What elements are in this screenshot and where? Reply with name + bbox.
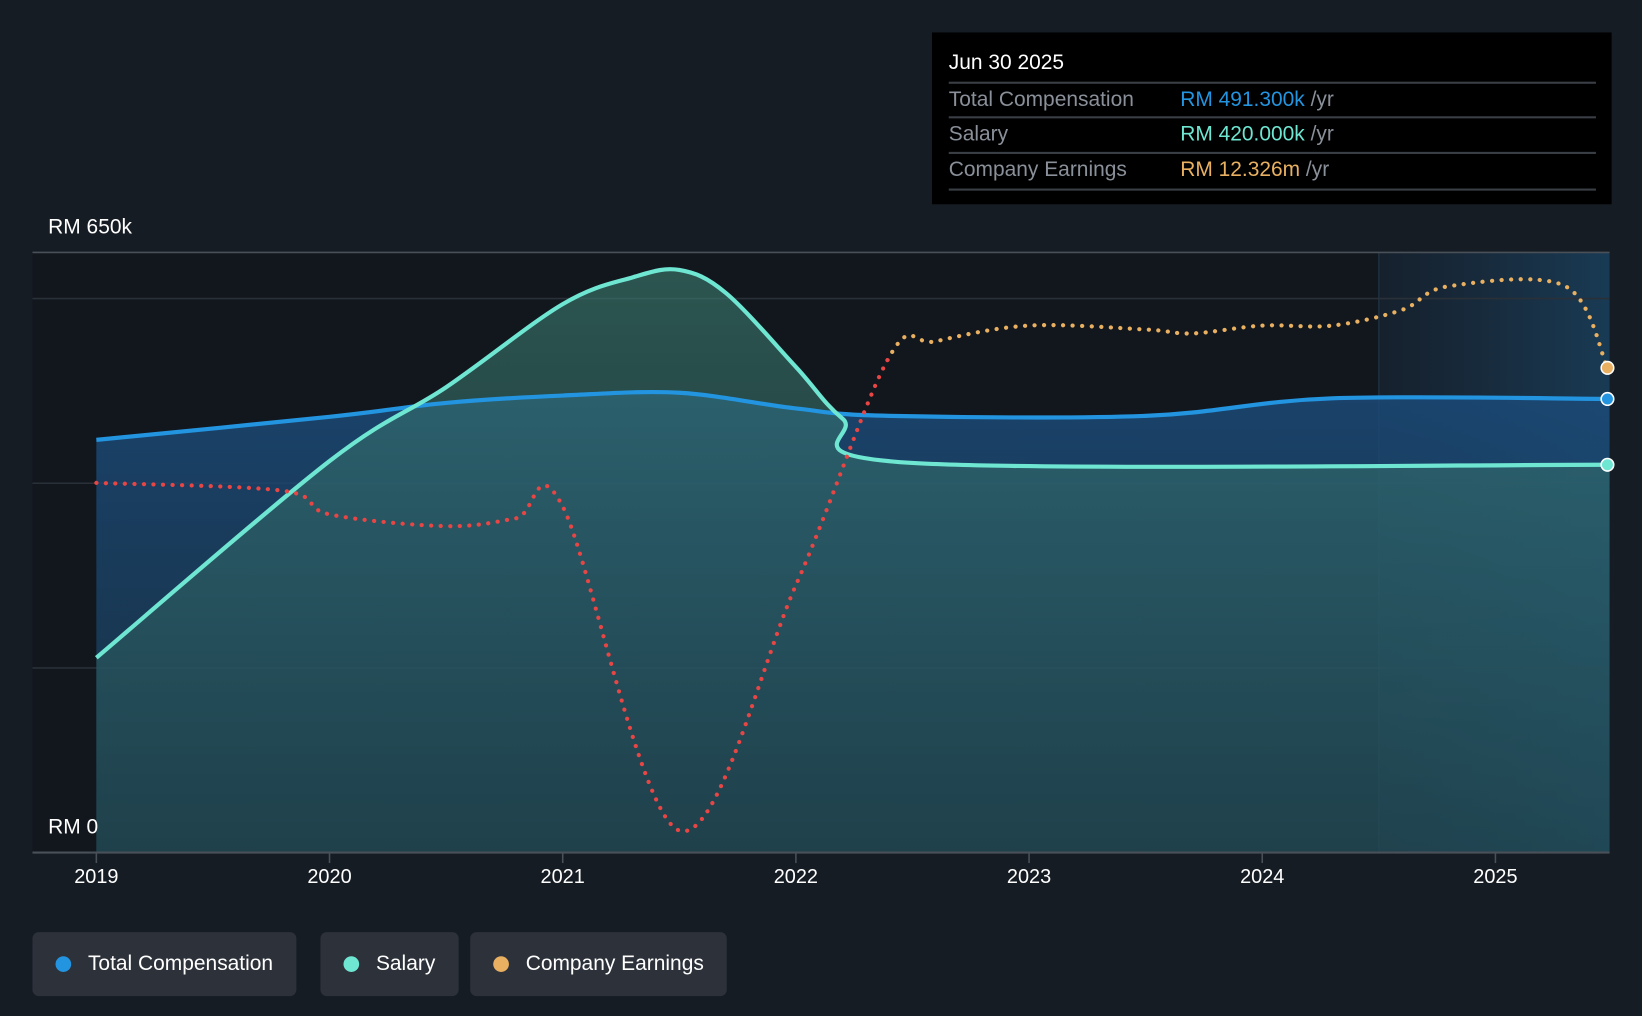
x-tick-label: 2023 <box>1006 866 1052 889</box>
tooltip-date: Jun 30 2025 <box>948 51 1065 75</box>
tooltip-row-salary: Salary RM 420.000k /yr <box>948 116 1596 153</box>
y-axis-top-label: RM 650k <box>48 215 132 239</box>
total-compensation-end-marker <box>1600 391 1615 407</box>
tooltip-value: RM 12.326m /yr <box>1180 154 1329 185</box>
tooltip-value-amount: RM 420.000k <box>1180 122 1305 146</box>
legend-company-earnings[interactable]: Company Earnings <box>470 932 727 997</box>
x-tick-label: 2021 <box>540 866 585 889</box>
tooltip-value-amount: RM 491.300k <box>1180 87 1305 112</box>
x-tick-label: 2022 <box>773 866 819 889</box>
x-tick-label: 2025 <box>1473 866 1518 889</box>
legend-label: Company Earnings <box>525 952 704 976</box>
legend-dot-icon <box>343 956 360 972</box>
tooltip-row-earnings: Company Earnings RM 12.326m /yr <box>948 151 1596 191</box>
legend-total-compensation[interactable]: Total Compensation <box>32 932 297 997</box>
tooltip-label: Company Earnings <box>948 158 1127 182</box>
earnings-line-declining <box>94 353 890 834</box>
tooltip-label: Salary <box>948 122 1009 146</box>
legend-dot-icon <box>493 956 509 972</box>
tooltip: Jun 30 2025 Total Compensation RM 491.30… <box>932 32 1612 205</box>
salary-area <box>96 269 1610 853</box>
earnings-line <box>889 277 1610 370</box>
legend-label: Total Compensation <box>87 952 274 976</box>
tooltip-unit: /yr <box>1304 87 1334 112</box>
total-compensation-line <box>96 389 1610 442</box>
salary-end-marker <box>1600 457 1615 472</box>
tooltip-value-amount: RM 12.326m <box>1180 158 1301 182</box>
x-tick-label: 2019 <box>74 866 119 889</box>
x-tick-label: 2020 <box>307 866 352 889</box>
legend-dot-icon <box>55 956 72 972</box>
legend-label: Salary <box>375 952 436 976</box>
earnings-end-marker <box>1600 360 1615 375</box>
legend-salary[interactable]: Salary <box>320 932 459 997</box>
salary-line <box>94 267 1610 660</box>
tooltip-row-total: Total Compensation RM 491.300k /yr <box>948 81 1596 119</box>
tooltip-unit: /yr <box>1304 122 1334 146</box>
tooltip-unit: /yr <box>1300 158 1330 182</box>
tooltip-value: RM 420.000k /yr <box>1180 118 1334 149</box>
y-axis-bottom-label: RM 0 <box>48 815 99 839</box>
x-tick-label: 2024 <box>1240 866 1285 889</box>
tooltip-label: Total Compensation <box>948 87 1134 112</box>
tooltip-value: RM 491.300k /yr <box>1180 84 1334 115</box>
